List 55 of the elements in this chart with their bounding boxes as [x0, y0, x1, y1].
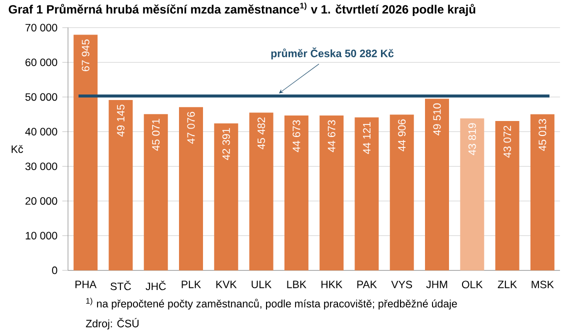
- data-label: 43 072: [504, 126, 512, 158]
- data-label: 49 145: [116, 104, 124, 137]
- data-label: 44 906: [398, 119, 406, 152]
- x-tick-label: OLK: [462, 280, 483, 288]
- bar: [390, 114, 414, 270]
- y-tick-label: 40 000: [25, 128, 58, 136]
- x-tick-label: ULK: [252, 280, 272, 288]
- bar: [74, 34, 98, 270]
- data-label: 42 391: [222, 128, 230, 160]
- bar: [249, 112, 274, 270]
- data-label: 49 510: [433, 103, 441, 136]
- x-tick-label: PAK: [357, 280, 377, 288]
- data-label: 45 013: [538, 119, 546, 151]
- data-label: 44 673: [292, 120, 300, 152]
- x-tick-label: ZLK: [498, 280, 517, 288]
- x-tick-label: PLK: [182, 280, 201, 288]
- ref-line-label: průměr Česka 50 282 Kč: [271, 48, 394, 60]
- bar: [354, 117, 379, 270]
- bar: [144, 114, 168, 270]
- x-tick-label: STČ: [110, 280, 131, 290]
- data-label: 43 819: [468, 123, 476, 156]
- bar: [108, 100, 133, 270]
- x-tick-label: JHČ: [146, 280, 166, 290]
- x-tick-label: JHM: [426, 280, 448, 288]
- y-tick-label: 70 000: [26, 24, 58, 32]
- chart-title: Graf 1 Průměrná hrubá měsíční mzda zaměstnance$^{1)}$ v 1. čtvrtletí 2026 podle krajů: [8, 2, 476, 16]
- data-label: 44 673: [328, 120, 336, 152]
- y-tick-label: 50 000: [25, 93, 58, 101]
- y-tick-label: 10 000: [26, 232, 58, 240]
- x-tick-label: PHA: [75, 280, 97, 288]
- y-tick-label: 30 000: [25, 162, 58, 170]
- bar: [460, 118, 484, 270]
- bar: [495, 121, 520, 270]
- data-label: 67 945: [82, 40, 90, 72]
- data-label: 45 482: [258, 117, 266, 150]
- y-axis-title: Kč: [12, 145, 24, 153]
- x-tick-label: LBK: [287, 280, 306, 288]
- data-label: 44 121: [363, 122, 370, 154]
- bar: [320, 115, 344, 270]
- x-tick-label: MSK: [532, 280, 554, 288]
- x-tick-label: KVK: [216, 280, 237, 288]
- bar: [214, 123, 238, 270]
- bar: [530, 114, 554, 270]
- text: Zdroj: ČSÚ: [86, 318, 139, 330]
- data-label: 45 071: [152, 118, 160, 151]
- bar: [284, 115, 308, 270]
- data-label: 47 076: [187, 112, 195, 144]
- y-tick-label: 0: [52, 266, 58, 274]
- bar: [179, 107, 204, 270]
- y-tick-label: 60 000: [26, 58, 58, 66]
- bar: [425, 98, 450, 270]
- x-tick-label: VYS: [391, 280, 412, 288]
- x-tick-label: HKK: [321, 280, 342, 288]
- text: $^{1)}$ na přepočtené počty zaměstnanců, podle místa pracoviště; předběžné údaje: [86, 298, 457, 310]
- y-tick-label: 20 000: [26, 197, 58, 205]
